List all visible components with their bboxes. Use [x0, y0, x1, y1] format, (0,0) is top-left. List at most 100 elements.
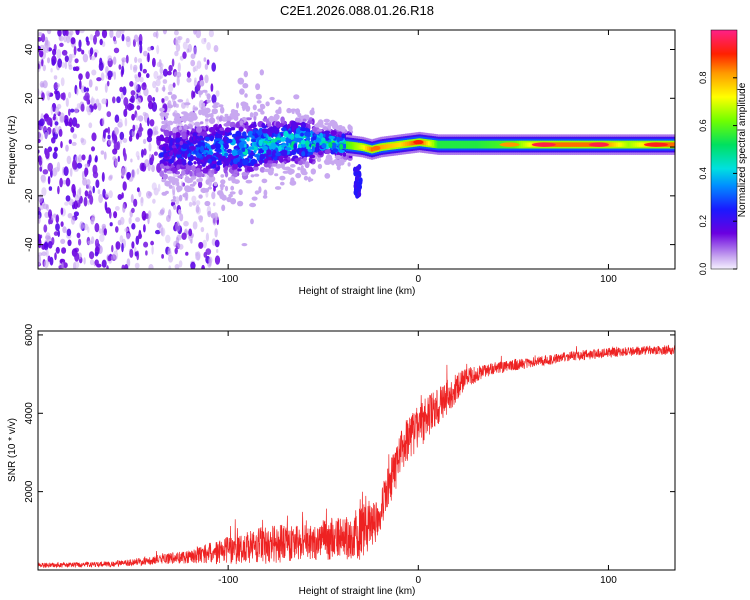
ridge-blob: [312, 136, 317, 141]
noise-blob: [118, 118, 123, 128]
ridge-blob: [311, 107, 315, 112]
noise-blob: [78, 39, 82, 49]
noise-blob: [208, 258, 212, 267]
ridge-blob: [241, 243, 248, 247]
ridge-blob: [217, 131, 224, 135]
noise-blob: [110, 254, 115, 261]
noise-blob: [146, 73, 150, 79]
noise-blob: [175, 39, 179, 46]
noise-blob: [92, 171, 99, 179]
noise-blob: [182, 41, 188, 50]
noise-blob: [82, 177, 88, 186]
ridge-band: [403, 141, 406, 147]
noise-blob: [56, 49, 62, 59]
noise-blob: [153, 151, 158, 156]
ridge-blob: [176, 164, 181, 170]
noise-blob: [104, 201, 108, 211]
ridge-band: [496, 140, 499, 149]
noise-blob: [211, 191, 216, 200]
ridge-blob: [238, 126, 244, 132]
snr-xlabel: Height of straight line (km): [299, 586, 416, 597]
noise-blob: [77, 47, 82, 52]
noise-blob: [80, 103, 85, 112]
noise-blob: [62, 226, 67, 234]
ridge-blob: [283, 130, 289, 138]
noise-blob: [122, 86, 127, 96]
colorbar-label: Normalized spectral amplitude: [737, 82, 748, 217]
noise-blob: [71, 141, 77, 146]
ridge-band: [380, 144, 383, 150]
ridge-blob: [319, 124, 325, 128]
noise-blob: [193, 30, 197, 35]
ridge-blob: [220, 179, 226, 185]
ridge-blob: [181, 143, 189, 150]
noise-blob: [146, 190, 152, 199]
ridge-blob: [172, 100, 177, 108]
ridge-blob: [229, 176, 236, 181]
noise-blob: [43, 224, 48, 233]
noise-blob: [53, 231, 59, 236]
ridge-blob: [295, 117, 301, 123]
colorbar-tick-label: 0.6: [698, 119, 708, 132]
noise-blob: [97, 189, 101, 195]
ridge-blob: [238, 189, 243, 196]
ridge-blob: [185, 164, 193, 171]
ridge-blob: [181, 170, 186, 176]
ridge-blob: [230, 127, 236, 131]
ridge-band: [437, 140, 440, 149]
ridge-band: [579, 142, 583, 147]
ridge-blob: [232, 163, 238, 170]
ridge-blob: [310, 168, 316, 175]
noise-blob: [131, 241, 135, 249]
noise-blob: [147, 117, 150, 127]
snr-ytick-label: 4000: [24, 402, 35, 425]
ridge-blob: [249, 202, 257, 208]
ridge-band: [386, 144, 389, 149]
ridge-blob: [208, 175, 216, 183]
ridge-blob: [295, 172, 302, 179]
noise-blob: [121, 192, 124, 199]
noise-blob: [192, 221, 198, 230]
noise-blob: [130, 158, 133, 163]
noise-blob: [114, 159, 118, 167]
noise-blob: [198, 241, 204, 249]
ridge-band: [642, 142, 646, 147]
ridge-blob: [269, 96, 275, 101]
noise-blob: [123, 97, 129, 107]
noise-blob: [162, 30, 167, 35]
ridge-blob: [287, 168, 294, 175]
ridge-blob: [336, 136, 341, 143]
ridge-blob: [237, 200, 244, 207]
noise-blob: [197, 215, 204, 221]
noise-blob: [113, 133, 117, 143]
noise-blob: [79, 221, 84, 230]
ridge-blob: [159, 112, 167, 117]
ridge-blob: [312, 126, 317, 133]
ridge-blob: [196, 171, 203, 178]
noise-blob: [121, 242, 124, 253]
ridge-blob: [207, 158, 212, 164]
noise-blob: [136, 187, 140, 193]
noise-blob: [121, 65, 125, 76]
noise-blob: [159, 73, 164, 79]
noise-blob: [48, 218, 51, 225]
ridge-blob: [178, 126, 182, 131]
noise-blob: [93, 34, 97, 45]
noise-blob: [193, 79, 197, 87]
ridge-blob: [200, 145, 205, 153]
snr-axes: -100 0 100 2000 4000 6000: [24, 323, 675, 586]
ridge-blob: [284, 147, 292, 151]
ridge-blob: [224, 113, 229, 117]
ridge-band: [357, 144, 360, 149]
colorbar: [710, 29, 738, 270]
ridge-blob: [206, 99, 211, 103]
noise-blob: [134, 262, 140, 269]
noise-blob: [174, 71, 179, 78]
noise-blob: [112, 36, 117, 42]
noise-blob: [106, 80, 110, 87]
ridge-band: [616, 142, 619, 147]
noise-blob: [102, 129, 106, 139]
noise-blob: [204, 63, 209, 70]
ridge-blob: [172, 127, 177, 134]
noise-blob: [76, 232, 81, 239]
